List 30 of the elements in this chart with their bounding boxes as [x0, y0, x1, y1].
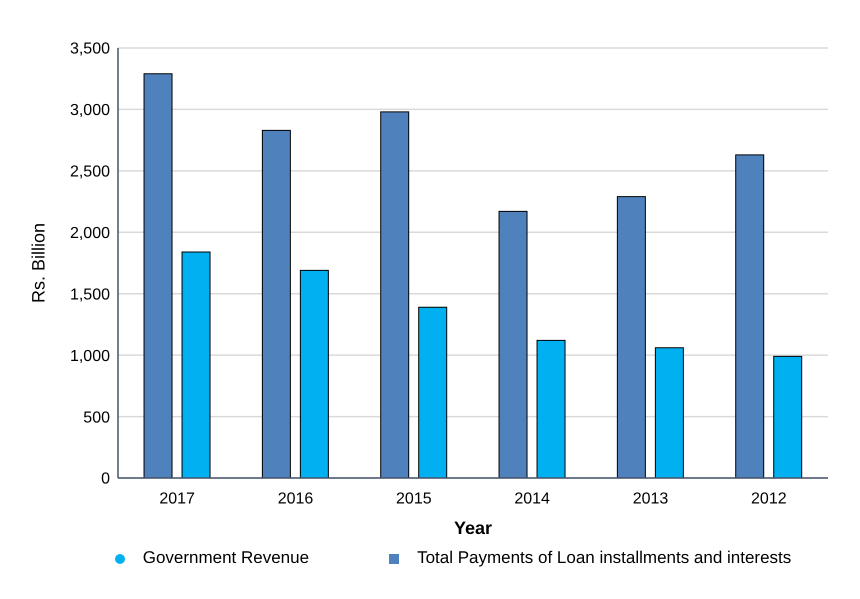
y-axis-title: Rs. Billion	[28, 222, 48, 304]
x-tick-label: 2016	[278, 490, 314, 508]
bar	[418, 306, 448, 478]
bar	[144, 73, 173, 478]
bar	[735, 154, 764, 478]
bar	[262, 130, 291, 478]
x-tick-label: 2017	[159, 490, 196, 508]
bar	[536, 340, 566, 478]
bar	[182, 251, 211, 478]
y-tick-label: 3,000	[70, 102, 110, 120]
bar	[300, 270, 329, 478]
bar	[498, 210, 528, 478]
bar	[654, 347, 684, 478]
x-axis-title: Year	[454, 518, 492, 538]
x-tick-label: 2013	[632, 490, 668, 508]
y-tick-label: 3,500	[70, 40, 110, 58]
y-tick-label: 2,000	[70, 224, 110, 242]
y-tick-label: 2,500	[70, 164, 110, 181]
bar	[380, 111, 410, 478]
legend-label: Total Payments of Loan installments and interests	[417, 548, 792, 567]
x-tick-label: 2014	[514, 490, 550, 508]
bar	[616, 196, 646, 478]
y-tick-label: 1,500	[70, 286, 110, 304]
y-tick-label: 1,000	[70, 348, 110, 365]
y-tick-label: 0	[101, 470, 110, 488]
y-tick-label: 500	[83, 409, 110, 426]
x-tick-label: 2015	[396, 490, 432, 508]
legend-label: Government Revenue	[142, 548, 310, 567]
x-tick-label: 2012	[751, 490, 787, 508]
bar	[773, 356, 802, 478]
